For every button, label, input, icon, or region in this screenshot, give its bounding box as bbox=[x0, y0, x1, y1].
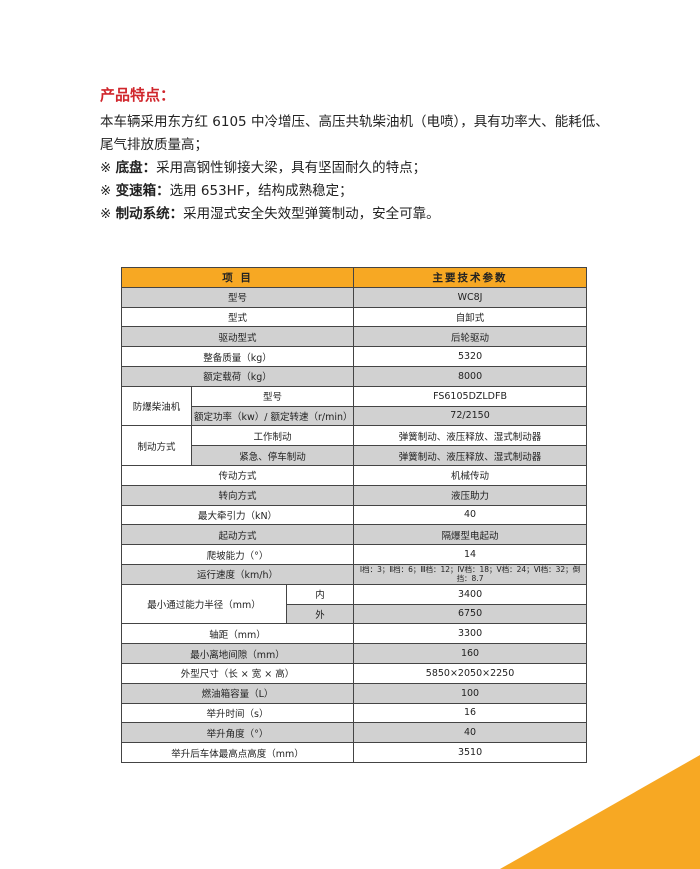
row: 防爆柴油机 型号 FS6105DZLDFB bbox=[121, 385, 588, 427]
header-cell: 主要技术参数 bbox=[353, 267, 588, 288]
feature: ※ 变速箱：选用 653HF，结构成熟稳定； bbox=[100, 180, 612, 203]
value-cell: 5850×2050×2250 bbox=[353, 662, 588, 684]
spec-table: 项 目主要技术参数 型号 WC8J 型式 自卸式 驱动型式 后轮驱动 整备质量（kg） 532… bbox=[120, 267, 588, 763]
row: 举升后车体最高点高度（mm） 3510 bbox=[120, 742, 588, 763]
value-cell: 隔爆型电起动 bbox=[353, 524, 588, 546]
value-cell: WC8J bbox=[353, 286, 588, 308]
value-cell: 100 bbox=[353, 682, 588, 704]
label-cell: 驱动型式 bbox=[120, 326, 355, 348]
feature: ※ 制动系统：采用湿式安全失效型弹簧制动，安全可靠。 bbox=[100, 203, 612, 226]
value-cell: 3300 bbox=[353, 623, 588, 645]
label-cell: 燃油箱容量（L） bbox=[120, 682, 355, 704]
label-cell: 举升时间（s） bbox=[120, 702, 355, 724]
row: 额定载荷（kg） 8000 bbox=[120, 365, 588, 387]
feature-label: 制动系统： bbox=[115, 206, 184, 222]
label-cell: 型号 bbox=[190, 385, 355, 407]
feature-marker: ※ bbox=[100, 206, 112, 222]
value-cell: FS6105DZLDFB bbox=[353, 385, 588, 407]
feature: ※ 底盘：采用高钢性铆接大梁，具有坚固耐久的特点； bbox=[100, 157, 612, 180]
label-cell: 最大牵引力（kN） bbox=[120, 504, 355, 526]
row: 起动方式 隔爆型电起动 bbox=[120, 524, 588, 546]
features: 产品特点： 本车辆采用东方红 6105 中冷增压、高压共轨柴油机（电喷），具有功… bbox=[100, 84, 612, 226]
value-cell: 弹簧制动、液压释放、湿式制动器 bbox=[353, 445, 588, 466]
value-cell: 8000 bbox=[353, 365, 588, 387]
value-cell: 72/2150 bbox=[353, 405, 588, 427]
value-cell: Ⅰ档：3；Ⅱ档：6；Ⅲ档：12；Ⅳ档：18；Ⅴ档：24；Ⅵ档：32；倒挡：8.7 bbox=[353, 563, 588, 585]
row: 举升时间（s） 16 bbox=[120, 702, 588, 724]
label-cell: 最小离地间隙（mm） bbox=[120, 643, 355, 664]
value-cell: 40 bbox=[353, 722, 588, 744]
label-cell: 传动方式 bbox=[120, 464, 355, 486]
label-cell: 转向方式 bbox=[120, 484, 355, 506]
row: 转向方式 液压助力 bbox=[120, 484, 588, 506]
row: 燃油箱容量（L） 100 bbox=[120, 682, 588, 704]
label-cell: 举升角度（°） bbox=[120, 722, 355, 744]
row: 整备质量（kg） 5320 bbox=[120, 346, 588, 367]
label-cell: 外 bbox=[285, 603, 355, 625]
label-cell: 起动方式 bbox=[120, 524, 355, 546]
label-cell: 内 bbox=[285, 583, 355, 605]
feature-text: 选用 653HF，结构成熟稳定； bbox=[169, 183, 353, 199]
header-cell: 项 目 bbox=[120, 267, 355, 288]
feature-text: 采用高钢性铆接大梁，具有坚固耐久的特点； bbox=[156, 160, 427, 176]
label-cell: 额定功率（kw）/ 额定转速（r/min） bbox=[190, 405, 355, 427]
row: 型式 自卸式 bbox=[120, 306, 588, 328]
label-cell: 爬坡能力（°） bbox=[120, 544, 355, 565]
feature-text: 采用湿式安全失效型弹簧制动，安全可靠。 bbox=[183, 206, 440, 222]
value-cell: 40 bbox=[353, 504, 588, 526]
label-cell: 轴距（mm） bbox=[120, 623, 355, 645]
label-cell: 外型尺寸（长 × 宽 × 高） bbox=[120, 662, 355, 684]
value-cell: 16 bbox=[353, 702, 588, 724]
feature-marker: ※ bbox=[100, 160, 112, 176]
value-cell: 6750 bbox=[353, 603, 588, 625]
label-cell: 紧急、停车制动 bbox=[190, 445, 355, 466]
row: 外型尺寸（长 × 宽 × 高） 5850×2050×2250 bbox=[120, 662, 588, 684]
feature-label: 变速箱： bbox=[115, 183, 170, 199]
value-cell: 160 bbox=[353, 643, 588, 664]
group-cell: 最小通过能力半径（mm） bbox=[121, 583, 287, 625]
label-cell: 型式 bbox=[120, 306, 355, 328]
value-cell: 液压助力 bbox=[353, 484, 588, 506]
row: 额定功率（kw）/ 额定转速（r/min） 72/2150 bbox=[122, 405, 588, 427]
row: 外 6750 bbox=[122, 603, 588, 625]
row: 轴距（mm） 3300 bbox=[120, 623, 588, 645]
row: 型号 WC8J bbox=[120, 286, 588, 308]
feature-marker: ※ bbox=[100, 183, 112, 199]
label-cell: 型号 bbox=[120, 286, 355, 308]
group-cell: 制动方式 bbox=[121, 425, 192, 466]
row: 紧急、停车制动 弹簧制动、液压释放、湿式制动器 bbox=[122, 445, 588, 466]
row: 举升角度（°） 40 bbox=[120, 722, 588, 744]
value-cell: 机械传动 bbox=[353, 464, 588, 486]
intro: 本车辆采用东方红 6105 中冷增压、高压共轨柴油机（电喷），具有功率大、能耗低… bbox=[100, 114, 609, 153]
value-cell: 14 bbox=[353, 544, 588, 565]
value-cell: 5320 bbox=[353, 346, 588, 367]
row: 制动方式 工作制动 弹簧制动、液压释放、湿式制动器 bbox=[121, 425, 588, 466]
features-title: 产品特点： bbox=[100, 86, 176, 104]
label-cell: 工作制动 bbox=[190, 425, 355, 447]
label-cell: 额定载荷（kg） bbox=[120, 365, 355, 387]
row: 爬坡能力（°） 14 bbox=[120, 544, 588, 565]
value-cell: 3510 bbox=[353, 742, 588, 763]
value-cell: 后轮驱动 bbox=[353, 326, 588, 348]
label-cell: 举升后车体最高点高度（mm） bbox=[120, 742, 355, 763]
value-cell: 自卸式 bbox=[353, 306, 588, 328]
row: 传动方式 机械传动 bbox=[120, 464, 588, 486]
row: 最小通过能力半径（mm）内 3400 bbox=[121, 583, 588, 625]
value-cell: 弹簧制动、液压释放、湿式制动器 bbox=[353, 425, 588, 447]
label-cell: 运行速度（km/h） bbox=[120, 563, 355, 585]
value-cell: 3400 bbox=[353, 583, 588, 605]
feature-label: 底盘： bbox=[115, 160, 157, 176]
row: 最大牵引力（kN） 40 bbox=[120, 504, 588, 526]
row: 运行速度（km/h） Ⅰ档：3；Ⅱ档：6；Ⅲ档：12；Ⅳ档：18；Ⅴ档：24；Ⅵ档… bbox=[120, 563, 588, 585]
group-cell: 防爆柴油机 bbox=[121, 385, 192, 427]
row: 最小离地间隙（mm） 160 bbox=[120, 643, 588, 664]
row: 驱动型式 后轮驱动 bbox=[120, 326, 588, 348]
label-cell: 整备质量（kg） bbox=[120, 346, 355, 367]
